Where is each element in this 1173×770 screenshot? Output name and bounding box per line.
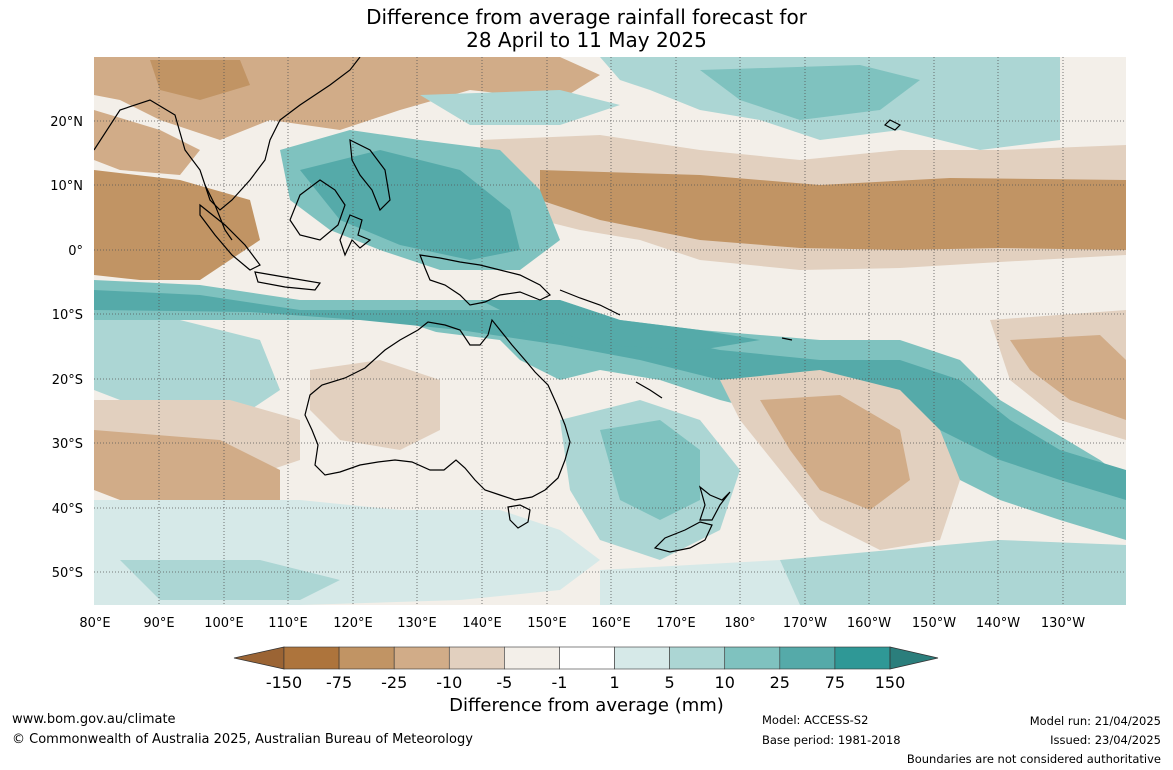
lon-label: 100°E (204, 616, 244, 631)
colorbar-tick-label: 5 (665, 673, 675, 692)
australia-coastline (304, 318, 571, 501)
colorbar-title: Difference from average (mm) (449, 695, 724, 716)
lat-label: 40°S (52, 502, 83, 517)
new-zealand-north-coastline (698, 485, 731, 521)
colorbar-swatch (779, 646, 836, 670)
colorbar-swatch (283, 646, 340, 670)
lon-label: 80°E (79, 616, 110, 631)
model-text: Model: ACCESS-S2 (762, 713, 869, 727)
boundaries-disclaimer: Boundaries are not considered authoritat… (906, 752, 1161, 766)
lat-label: 0° (68, 244, 83, 259)
lon-label: 150°W (912, 616, 956, 631)
colorbar-swatch (393, 646, 450, 670)
lon-label: 160°W (847, 616, 891, 631)
lon-label: 130°W (1041, 616, 1085, 631)
colorbar-tick-label: -75 (326, 673, 352, 692)
lon-label: 140°W (976, 616, 1020, 631)
colorbar (233, 646, 939, 670)
colorbar-swatch (834, 646, 891, 670)
longitude-labels: 80°E 90°E 100°E 110°E 120°E 130°E 140°E … (79, 616, 1085, 631)
lat-label: 50°S (52, 566, 83, 581)
colorbar-tick-label: -5 (496, 673, 512, 692)
issued-text: Issued: 23/04/2025 (1050, 733, 1161, 747)
lat-label: 30°S (52, 437, 83, 452)
colorbar-tick-labels: -150 -75 -25 -10 -5 -1 1 5 10 25 75 150 (266, 673, 905, 692)
anomaly-field (94, 57, 1126, 605)
website-text: www.bom.gov.au/climate (12, 712, 176, 727)
lat-label: 20°S (52, 373, 83, 388)
lon-label: 180° (724, 616, 755, 631)
colorbar-min-arrow (233, 646, 285, 670)
colorbar-tick-label: 10 (715, 673, 735, 692)
coastlines (94, 57, 902, 553)
colorbar-tick-label: 1 (609, 673, 619, 692)
lat-label: 10°N (50, 179, 83, 194)
colorbar-tick-label: 25 (770, 673, 790, 692)
solomon-islands-coastline (559, 289, 621, 316)
colorbar-tick-label: 75 (825, 673, 845, 692)
java-coastline (254, 271, 322, 291)
lon-label: 110°E (268, 616, 308, 631)
asia-mainland-coastline (94, 57, 361, 211)
map-title-line1: Difference from average rainfall forecas… (366, 5, 807, 29)
colorbar-swatch (614, 646, 670, 670)
latitude-labels: 20°N 10°N 0° 10°S 20°S 30°S 40°S 50°S (50, 115, 83, 581)
lon-label: 160°E (591, 616, 631, 631)
lat-label: 10°S (52, 308, 83, 323)
borneo-coastline (289, 179, 346, 241)
new-caledonia-coastline (635, 381, 663, 399)
model-run-text: Model run: 21/04/2025 (1029, 714, 1161, 728)
lat-label: 20°N (50, 115, 83, 130)
map-gridlines (94, 57, 1126, 605)
lon-label: 170°E (656, 616, 696, 631)
colorbar-tick-label: -25 (381, 673, 407, 692)
colorbar-tick-label: -1 (551, 673, 567, 692)
tasmania-coastline (507, 504, 531, 529)
lon-label: 130°E (397, 616, 437, 631)
fiji-coastline (781, 337, 793, 341)
colorbar-swatch (724, 646, 781, 670)
lon-label: 140°E (462, 616, 502, 631)
malay-peninsula-coastline (204, 184, 233, 241)
lon-label: 90°E (143, 616, 174, 631)
colorbar-tick-label: 150 (875, 673, 906, 692)
hawaii-coastline (883, 119, 902, 131)
colorbar-swatch (448, 646, 505, 670)
colorbar-tick-label: -10 (436, 673, 462, 692)
base-period-text: Base period: 1981-2018 (762, 733, 901, 747)
new-zealand-south-coastline (653, 521, 713, 553)
colorbar-swatch (559, 646, 615, 670)
new-guinea-coastline (419, 254, 552, 306)
philippines-coastline (349, 138, 391, 212)
colorbar-tick-label: -150 (266, 673, 302, 692)
copyright-text: © Commonwealth of Australia 2025, Austra… (12, 732, 473, 747)
sulawesi-coastline (339, 214, 372, 257)
colorbar-max-arrow (889, 646, 939, 670)
sumatra-coastline (199, 203, 261, 271)
colorbar-swatch (338, 646, 395, 670)
colorbar-swatch (504, 646, 560, 670)
map-title-line2: 28 April to 11 May 2025 (466, 28, 707, 52)
lon-label: 120°E (333, 616, 373, 631)
lon-label: 150°E (527, 616, 567, 631)
lon-label: 170°W (783, 616, 827, 631)
colorbar-swatch (669, 646, 726, 670)
